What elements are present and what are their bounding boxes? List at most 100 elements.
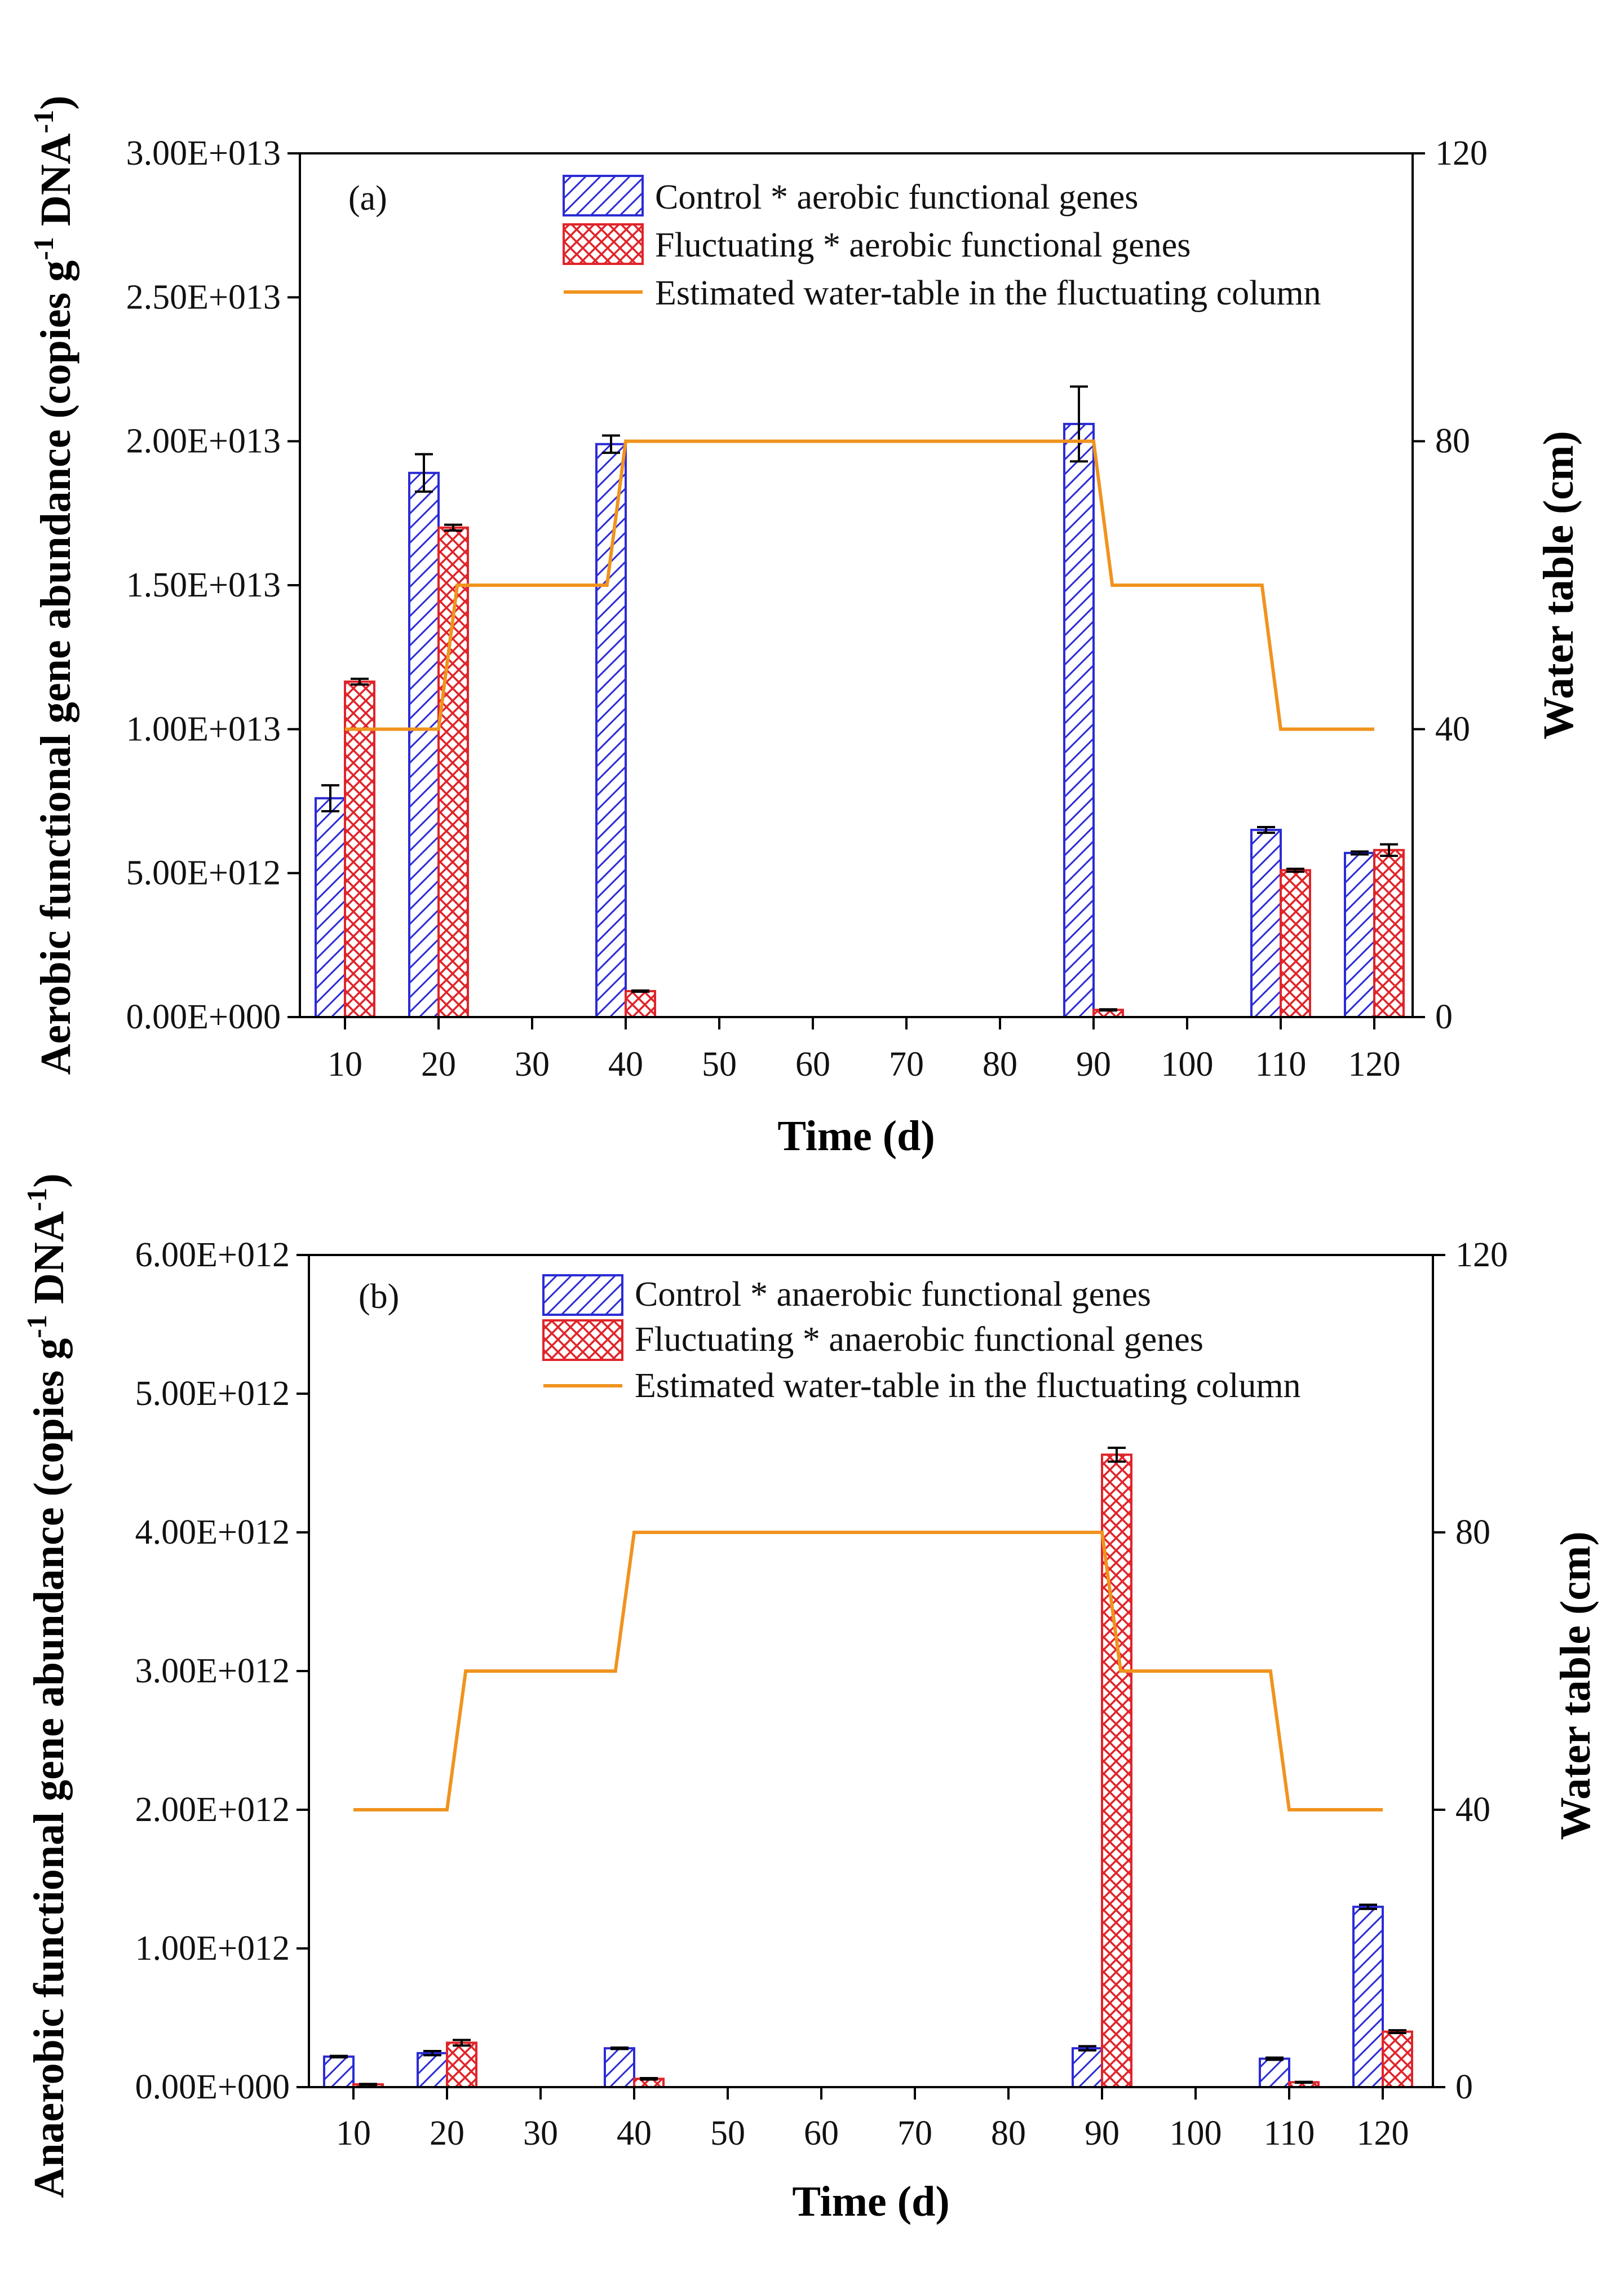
bar-a-fluctuating-10 (344, 680, 375, 1019)
x-tick-label-b-2: 30 (523, 2114, 558, 2153)
bar-a-fluctuating-40 (625, 990, 656, 1019)
errorbar-a-control-120 (1351, 850, 1369, 856)
panel-b-y-axis-title: Anaerobic functional gene abundance (cop… (21, 1173, 73, 2198)
y2-tick-label-b-3: 120 (1455, 1236, 1508, 1274)
errorbar-a-control-40 (602, 434, 620, 454)
x-tick-label-b-0: 10 (336, 2114, 371, 2153)
panel-b-y2-axis-title: Water table (cm) (1552, 1531, 1599, 1840)
errorbar-b-control-110 (1265, 2056, 1284, 2061)
errorbar-b-fluctuating-40 (640, 2077, 658, 2081)
x-tick-label-b-7: 80 (991, 2114, 1026, 2153)
panel-b-legend: Control * anaerobic functional genes Flu… (542, 1274, 1301, 1405)
bar-a-control-40 (595, 443, 627, 1018)
y-tick-label-b-2: 2.00E+012 (135, 1791, 290, 1829)
errorbar-a-fluctuating-40 (631, 989, 649, 993)
y2-tick-label-b-1: 40 (1455, 1791, 1490, 1829)
x-tick-label-b-9: 100 (1170, 2114, 1222, 2153)
y-tick-label-a-5: 2.50E+013 (126, 278, 281, 316)
y2-tick-label-a-0: 0 (1435, 998, 1453, 1036)
panel-b-marks: 0.00E+000 1.00E+012 2.00E+012 3.00E+012 4.00… (135, 1236, 1508, 2153)
y2-tick-label-a-1: 40 (1435, 710, 1470, 748)
legend-label-water: Estimated water-table in the fluctuating… (655, 274, 1321, 312)
errorbar-b-control-40 (610, 2046, 629, 2050)
x-tick-label-b-5: 60 (804, 2114, 839, 2153)
errorbar-b-fluctuating-90 (1108, 1446, 1126, 1463)
y-tick-label-b-3: 3.00E+012 (135, 1652, 290, 1690)
y-tick-label-b-4: 4.00E+012 (135, 1513, 290, 1552)
errorbar-b-fluctuating-110 (1295, 2080, 1313, 2084)
panel-b-plot-frame (308, 1254, 1434, 2088)
bar-b-fluctuating-90 (1101, 1453, 1132, 2088)
panel-a-x-axis-title: Time (d) (777, 1112, 935, 1160)
x-tick-label-a-3: 40 (608, 1045, 643, 1084)
errorbar-a-control-10 (321, 784, 339, 812)
y-tick-label-a-6: 3.00E+013 (126, 134, 281, 173)
errorbar-b-fluctuating-20 (453, 2039, 471, 2047)
panel-b-x-axis-title: Time (d) (792, 2178, 949, 2225)
legend-label-control-b: Control * anaerobic functional genes (635, 1275, 1151, 1314)
errorbar-a-control-110 (1257, 825, 1275, 834)
bar-a-fluctuating-110 (1280, 869, 1311, 1019)
x-tick-label-a-8: 90 (1076, 1045, 1111, 1084)
x-tick-label-a-9: 100 (1161, 1045, 1214, 1084)
x-tick-label-a-0: 10 (328, 1045, 362, 1084)
y-tick-label-b-6: 6.00E+012 (135, 1236, 290, 1274)
errorbar-a-fluctuating-90 (1099, 1008, 1117, 1012)
x-tick-label-b-4: 50 (710, 2114, 745, 2153)
bar-b-control-90 (1072, 2047, 1103, 2089)
x-tick-label-a-7: 80 (983, 1045, 1017, 1084)
y-tick-label-b-0: 0.00E+000 (135, 2068, 290, 2106)
y2-tick-label-b-2: 80 (1455, 1513, 1490, 1552)
bar-a-control-90 (1063, 423, 1095, 1019)
bar-b-control-20 (417, 2052, 448, 2088)
legend-swatch-fluctuating-b (542, 1319, 623, 1361)
panel-a-y2-axis-title: Water table (cm) (1535, 431, 1582, 739)
bar-a-fluctuating-20 (437, 526, 469, 1018)
bar-b-control-110 (1259, 2057, 1290, 2089)
water-table-line-a (345, 439, 1374, 731)
legend-label-fluctuating-b: Fluctuating * anaerobic functional genes (635, 1320, 1203, 1359)
bar-b-control-40 (604, 2047, 635, 2089)
y-tick-label-a-1: 5.00E+012 (126, 854, 281, 892)
legend-label-fluctuating: Fluctuating * aerobic functional genes (655, 226, 1191, 264)
x-tick-label-a-10: 110 (1255, 1045, 1307, 1084)
x-tick-label-b-11: 120 (1357, 2114, 1409, 2153)
bar-a-control-20 (408, 471, 440, 1018)
bar-a-control-120 (1344, 851, 1375, 1019)
bar-a-fluctuating-120 (1373, 848, 1405, 1019)
errorbar-b-control-90 (1078, 2045, 1096, 2052)
x-tick-label-a-11: 120 (1348, 1045, 1401, 1084)
errorbar-b-fluctuating-120 (1388, 2029, 1406, 2035)
panel-a-legend: Control * aerobic functional genes Fluct… (563, 175, 1321, 312)
errorbar-a-fluctuating-10 (351, 677, 369, 686)
errorbar-a-control-20 (415, 453, 433, 493)
bar-a-control-110 (1250, 829, 1282, 1018)
errorbar-a-control-90 (1070, 385, 1088, 463)
panel-a-label: (a) (348, 179, 387, 218)
bar-b-control-120 (1352, 1906, 1384, 2088)
x-tick-label-a-4: 50 (702, 1045, 737, 1084)
x-tick-label-a-5: 60 (795, 1045, 830, 1084)
y-tick-label-a-4: 2.00E+013 (126, 422, 281, 461)
x-tick-label-a-1: 20 (421, 1045, 456, 1084)
y-tick-label-a-3: 1.50E+013 (126, 566, 281, 604)
y2-tick-label-a-3: 120 (1435, 134, 1488, 173)
x-tick-label-b-6: 70 (897, 2114, 932, 2153)
errorbar-b-control-120 (1359, 1903, 1377, 1910)
panel-b: 0.00E+000 1.00E+012 2.00E+012 3.00E+012 4.00… (21, 1173, 1599, 2225)
legend-swatch-control-b (542, 1274, 623, 1316)
x-tick-label-a-6: 70 (889, 1045, 924, 1084)
panel-a-marks: 0.00E+000 5.00E+012 1.00E+013 1.50E+013 2.00… (126, 134, 1488, 1084)
bar-b-fluctuating-20 (446, 2041, 477, 2089)
panel-a: 0.00E+000 5.00E+012 1.00E+013 1.50E+013 2.00… (28, 95, 1582, 1160)
errorbar-b-control-20 (423, 2050, 441, 2057)
bar-b-fluctuating-120 (1382, 2030, 1413, 2089)
errorbar-a-fluctuating-110 (1286, 868, 1304, 873)
bar-b-control-10 (323, 2055, 355, 2088)
y2-tick-label-a-2: 80 (1435, 422, 1470, 461)
x-tick-label-b-8: 90 (1085, 2114, 1119, 2153)
errorbar-a-fluctuating-20 (444, 523, 462, 532)
legend-swatch-control (563, 175, 644, 216)
panel-a-plot-frame (299, 152, 1414, 1018)
